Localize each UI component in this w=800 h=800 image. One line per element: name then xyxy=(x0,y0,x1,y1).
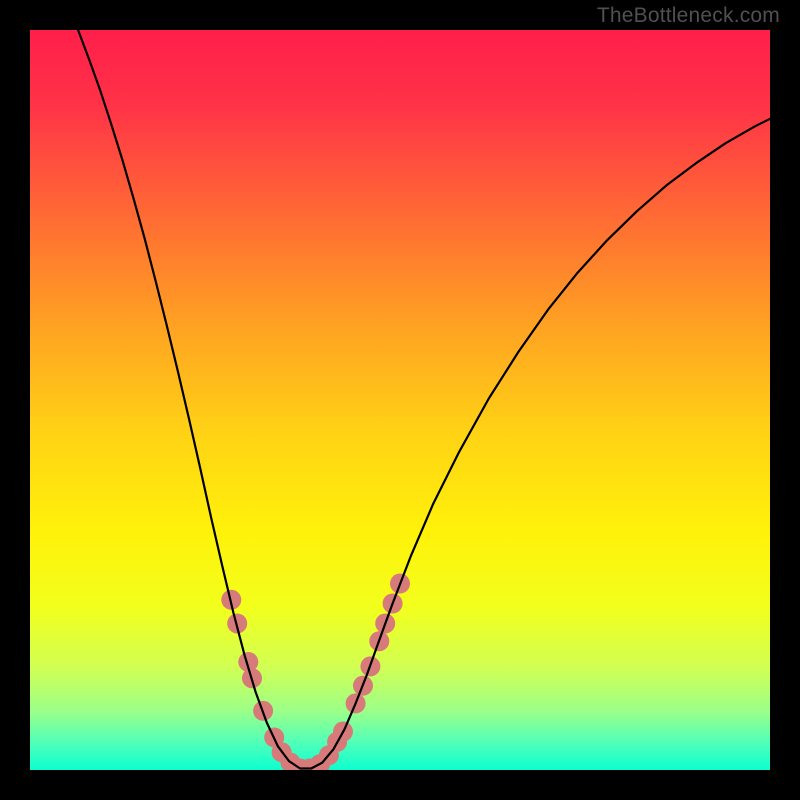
chart-svg xyxy=(30,30,770,770)
bottleneck-chart xyxy=(30,30,770,770)
chart-background xyxy=(30,30,770,770)
watermark-text: TheBottleneck.com xyxy=(597,4,780,28)
